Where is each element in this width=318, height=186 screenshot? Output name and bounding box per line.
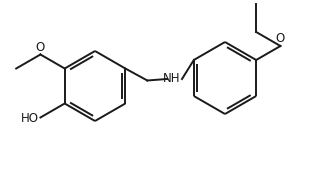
Text: NH: NH [163,71,181,84]
Text: O: O [36,41,45,54]
Text: O: O [276,32,285,45]
Text: HO: HO [20,112,38,125]
